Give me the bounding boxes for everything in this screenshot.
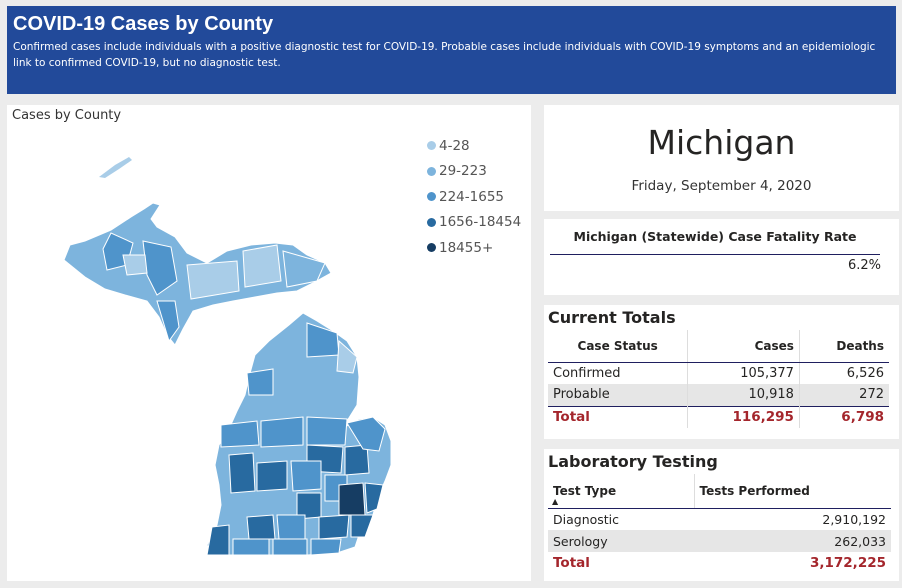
- cell-test-type: Serology: [548, 530, 694, 552]
- header-banner: COVID-19 Cases by County Confirmed cases…: [7, 6, 896, 94]
- table-row: Probable 10,918 272: [548, 384, 889, 406]
- column-header-test-type[interactable]: Test Type ▲: [548, 474, 694, 509]
- cell-total-cases: 116,295: [687, 405, 800, 428]
- county-map-panel: Cases by County 4-28 29-223 224-1655 165…: [7, 105, 531, 581]
- legend-swatch: [427, 243, 436, 253]
- report-date: Friday, September 4, 2020: [631, 178, 812, 194]
- cell-status: Confirmed: [553, 365, 621, 381]
- table-row: Serology 262,033: [548, 530, 891, 552]
- legend-swatch: [427, 141, 436, 151]
- legend-item[interactable]: 18455+: [427, 235, 521, 261]
- cell-tests: 262,033: [694, 530, 891, 552]
- current-totals-card: Current Totals Case Status Cases Deaths …: [544, 305, 899, 439]
- cell-total-tests: 3,172,225: [809, 555, 886, 571]
- cell-deaths: 272: [798, 384, 889, 406]
- legend-label: 29-223: [439, 163, 487, 180]
- cell-tests: 2,910,192: [822, 511, 886, 527]
- column-header-label: Test Type: [553, 483, 617, 498]
- lab-title: Laboratory Testing: [548, 452, 718, 471]
- michigan-county-map[interactable]: [7, 105, 531, 581]
- cfr-header[interactable]: Michigan (Statewide) Case Fatality Rate: [550, 229, 880, 255]
- map-county-isle-royale: [99, 157, 132, 178]
- laboratory-testing-card: Laboratory Testing Test Type ▲ Tests Per…: [544, 449, 899, 581]
- legend-label: 1656-18454: [439, 214, 522, 231]
- cell-total-deaths: 6,798: [798, 405, 889, 428]
- legend-item[interactable]: 224-1655: [427, 184, 521, 210]
- table-header-row: Test Type ▲ Tests Performed: [548, 474, 891, 509]
- map-title: Cases by County: [12, 108, 122, 123]
- totals-title: Current Totals: [548, 308, 676, 327]
- legend-item[interactable]: 1656-18454: [427, 210, 521, 236]
- legend-item[interactable]: 4-28: [427, 133, 521, 159]
- case-fatality-card: Michigan (Statewide) Case Fatality Rate …: [544, 219, 899, 295]
- cell-total-label: Total: [553, 555, 590, 571]
- cell-cases: 105,377: [687, 362, 800, 384]
- total-row: Total 3,172,225: [548, 552, 891, 574]
- legend-label: 18455+: [439, 239, 494, 256]
- legend-swatch: [427, 166, 436, 176]
- total-row: Total 116,295 6,798: [548, 405, 889, 428]
- sort-ascending-icon: ▲: [552, 496, 559, 506]
- column-header-tests-performed[interactable]: Tests Performed: [693, 474, 891, 509]
- legend-item[interactable]: 29-223: [427, 159, 521, 185]
- legend-label: 224-1655: [439, 188, 504, 205]
- lab-table: Test Type ▲ Tests Performed Diagnostic 2…: [548, 474, 891, 574]
- cell-total-label: Total: [548, 405, 688, 428]
- legend-swatch: [427, 217, 436, 227]
- page-title: COVID-19 Cases by County: [13, 13, 274, 35]
- table-header-row: Case Status Cases Deaths: [548, 330, 889, 363]
- column-header-cases[interactable]: Cases: [687, 330, 800, 363]
- cell-status: Probable: [548, 384, 688, 406]
- totals-table: Case Status Cases Deaths Confirmed 105,3…: [548, 330, 889, 428]
- legend-label: 4-28: [439, 137, 470, 154]
- column-header-case-status[interactable]: Case Status: [548, 330, 688, 363]
- column-header-deaths[interactable]: Deaths: [798, 330, 889, 363]
- cell-cases: 10,918: [687, 384, 800, 406]
- map-legend: 4-28 29-223 224-1655 1656-18454 18455+: [427, 133, 521, 261]
- table-row: Diagnostic 2,910,192: [548, 508, 891, 530]
- cell-test-type: Diagnostic: [553, 511, 620, 527]
- cfr-value: 6.2%: [847, 258, 881, 273]
- legend-swatch: [427, 192, 436, 202]
- page-subtitle: Confirmed cases include individuals with…: [13, 41, 876, 69]
- state-card: Michigan Friday, September 4, 2020: [544, 105, 899, 211]
- state-name: Michigan: [647, 123, 796, 162]
- table-row: Confirmed 105,377 6,526: [548, 362, 889, 384]
- cell-deaths: 6,526: [798, 362, 889, 384]
